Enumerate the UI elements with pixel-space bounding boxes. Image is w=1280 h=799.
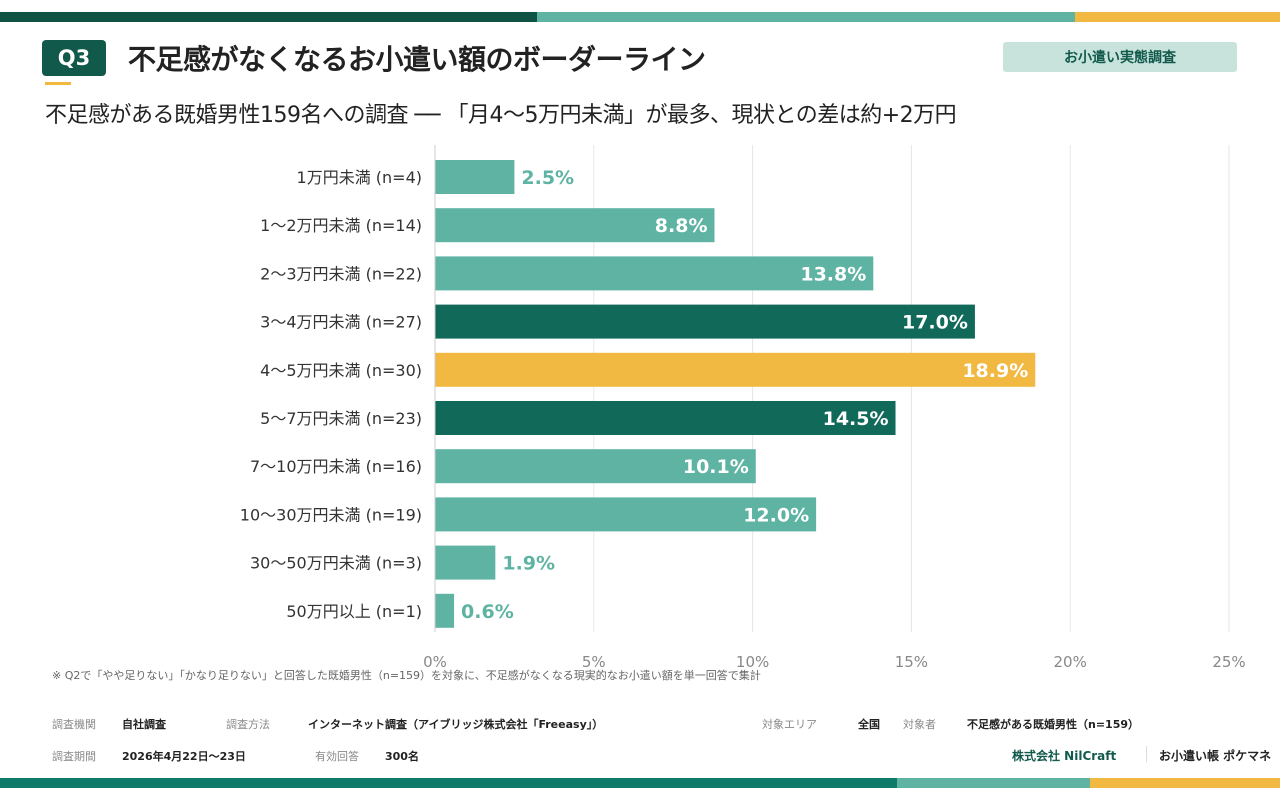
- x-tick-label: 25%: [1212, 653, 1245, 671]
- survey-tag: お小遣い実態調査: [1003, 42, 1237, 72]
- category-label: 2〜3万円未満 (n=22): [260, 264, 422, 283]
- data-label: 13.8%: [800, 263, 866, 285]
- category-label: 10〜30万円未満 (n=19): [240, 505, 422, 524]
- target-key: 対象者: [903, 718, 936, 731]
- category-label: 1〜2万円未満 (n=14): [260, 216, 422, 235]
- data-label: 0.6%: [461, 601, 514, 623]
- product-name: お小遣い帳 ポケマネ: [1159, 749, 1272, 763]
- method-value: インターネット調査（アイブリッジ株式会社「Freeasy」）: [308, 718, 604, 731]
- category-label: 4〜5万円未満 (n=30): [260, 361, 422, 380]
- bar: [435, 401, 896, 435]
- x-tick-label: 15%: [895, 653, 928, 671]
- bar: [435, 352, 1036, 387]
- data-label: 10.1%: [683, 456, 749, 478]
- category-label: 7〜10万円未満 (n=16): [250, 457, 422, 476]
- bar: [435, 208, 715, 243]
- x-tick-label: 20%: [1054, 653, 1087, 671]
- bar: [435, 160, 515, 194]
- bar: [435, 593, 455, 628]
- area-value: 全国: [858, 718, 880, 731]
- bar: [435, 497, 817, 532]
- target-value: 不足感がある既婚男性（n=159）: [967, 718, 1140, 731]
- bottom-stripe-teal: [897, 778, 1090, 788]
- category-label: 3〜4万円未満 (n=27): [260, 313, 422, 332]
- question-badge: Q3: [42, 40, 106, 76]
- bar: [435, 545, 496, 580]
- top-stripe-dark: [0, 12, 537, 22]
- data-label: 14.5%: [823, 408, 889, 430]
- org-value: 自社調査: [122, 718, 166, 731]
- bar: [435, 256, 874, 291]
- category-label: 1万円未満 (n=4): [297, 168, 422, 187]
- method-key: 調査方法: [226, 718, 270, 731]
- org-key: 調査機関: [52, 718, 96, 731]
- bar: [435, 449, 756, 484]
- data-label: 1.9%: [502, 553, 555, 575]
- category-label: 30〜50万円未満 (n=3): [250, 554, 422, 573]
- responses-value: 300名: [385, 750, 419, 763]
- period-value: 2026年4月22日〜23日: [122, 750, 246, 763]
- title-accent: [45, 82, 71, 85]
- area-key: 対象エリア: [762, 718, 817, 731]
- bottom-stripe-dark: [0, 778, 897, 788]
- top-stripe-yellow: [1075, 12, 1280, 22]
- bar: [435, 304, 975, 339]
- period-key: 調査期間: [52, 750, 96, 763]
- data-label: 18.9%: [962, 360, 1028, 382]
- subtitle: 不足感がある既婚男性159名への調査 ── 「月4〜5万円未満」が最多、現状との…: [45, 103, 957, 128]
- bottom-stripe-yellow: [1090, 778, 1280, 788]
- data-label: 12.0%: [743, 504, 809, 526]
- x-tick-label: 5%: [582, 653, 606, 671]
- data-label: 17.0%: [902, 312, 968, 334]
- x-tick-label: 10%: [736, 653, 769, 671]
- x-tick-label: 0%: [423, 653, 447, 671]
- data-label: 8.8%: [655, 215, 708, 237]
- bar-chart: 0% 5% 10% 15% 20% 25% 1万円未満 (n=4) 2.5% 1〜2万円未満 (…: [240, 145, 1246, 671]
- footnote: ※ Q2で「やや足りない」「かなり足りない」と回答した既婚男性（n=159）を対…: [52, 669, 761, 682]
- data-label: 2.5%: [521, 167, 574, 189]
- category-label: 5〜7万円未満 (n=23): [260, 409, 422, 428]
- divider: [1146, 746, 1147, 762]
- top-stripe-teal: [537, 12, 1075, 22]
- company-name: 株式会社 NilCraft: [1012, 749, 1117, 763]
- category-label: 50万円以上 (n=1): [286, 602, 422, 621]
- page-title: 不足感がなくなるお小遣い額のボーダーライン: [128, 43, 706, 76]
- responses-key: 有効回答: [315, 750, 359, 763]
